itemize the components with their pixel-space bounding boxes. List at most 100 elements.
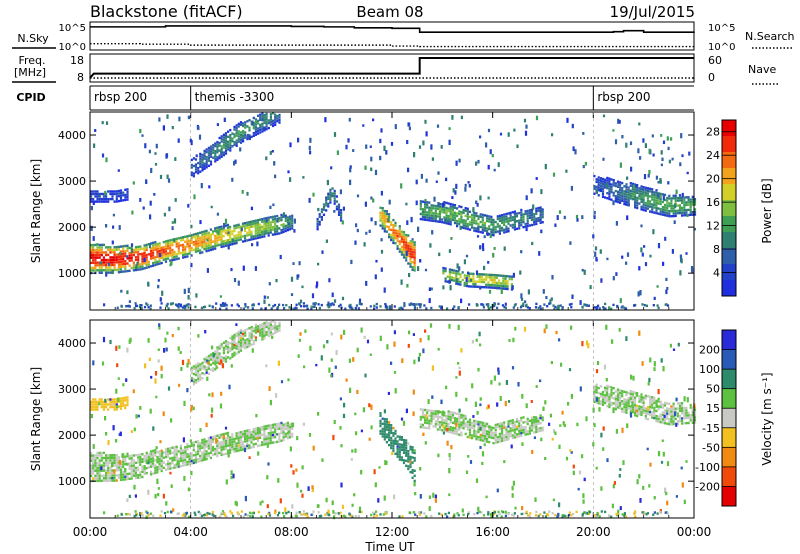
range-cell — [209, 446, 212, 449]
range-cell — [164, 257, 168, 261]
range-cell — [623, 192, 626, 196]
range-cell — [214, 150, 217, 153]
range-cell — [444, 280, 447, 283]
range-cell — [631, 393, 634, 396]
ground-cell — [354, 307, 357, 310]
scatter-cell — [463, 259, 466, 265]
range-cell — [483, 286, 486, 289]
range-cell — [333, 202, 336, 205]
range-cell — [501, 221, 504, 224]
range-cell — [177, 450, 180, 453]
range-cell — [385, 425, 388, 429]
range-cell — [405, 256, 408, 259]
range-cell — [113, 192, 116, 196]
range-cell — [503, 228, 506, 231]
scatter-cell — [177, 138, 180, 143]
colorbar-segment — [722, 232, 736, 249]
range-cell — [119, 473, 123, 476]
range-cell — [256, 226, 260, 229]
range-cell — [524, 210, 527, 213]
range-cell — [407, 249, 410, 252]
range-cell — [226, 434, 230, 437]
range-cell — [685, 208, 688, 212]
scatter-cell — [345, 144, 348, 150]
range-cell — [194, 363, 198, 367]
range-cell — [105, 266, 108, 269]
range-cell — [503, 213, 506, 216]
range-cell — [122, 399, 125, 402]
range-cell — [263, 118, 266, 122]
range-cell — [233, 447, 236, 451]
range-cell — [274, 220, 277, 223]
range-cell — [179, 239, 182, 242]
range-cell — [263, 116, 266, 119]
range-cell — [681, 214, 684, 217]
range-cell — [197, 374, 200, 378]
range-cell — [122, 245, 125, 248]
range-cell — [152, 457, 155, 460]
scatter-cell — [572, 146, 575, 152]
range-cell — [441, 423, 444, 427]
ground-cell — [282, 303, 285, 307]
range-cell — [235, 437, 238, 440]
range-cell — [218, 243, 221, 247]
range-cell — [394, 452, 397, 455]
range-cell — [407, 247, 410, 250]
range-cell — [124, 478, 127, 481]
range-cell — [449, 218, 452, 221]
range-cell — [197, 364, 200, 368]
range-cell — [390, 233, 393, 237]
range-cell — [130, 462, 133, 465]
ground-cell — [203, 305, 207, 308]
range-cell — [385, 217, 388, 221]
range-cell — [226, 441, 230, 445]
scatter-cell — [442, 202, 445, 208]
range-cell — [438, 416, 442, 419]
range-cell — [693, 421, 697, 424]
range-cell — [211, 230, 215, 233]
ground-cell — [593, 306, 596, 309]
range-cell — [282, 428, 285, 431]
range-cell — [254, 224, 257, 227]
ground-cell — [652, 304, 655, 307]
range-cell — [458, 210, 461, 213]
range-cell — [520, 432, 523, 435]
range-cell — [216, 444, 219, 448]
range-cell — [194, 373, 198, 377]
range-cell — [685, 411, 688, 415]
scatter-cell — [349, 165, 352, 169]
range-cell — [621, 181, 624, 185]
range-cell — [381, 222, 384, 225]
ground-cell — [339, 303, 342, 307]
range-cell — [407, 452, 410, 455]
range-cell — [505, 425, 508, 429]
range-cell — [109, 271, 112, 274]
range-cell — [453, 221, 457, 225]
range-cell — [681, 201, 684, 204]
range-cell — [530, 218, 534, 222]
scatter-cell — [387, 391, 390, 395]
range-cell — [214, 360, 217, 363]
range-cell — [98, 197, 101, 201]
range-cell — [237, 434, 240, 437]
range-cell — [468, 421, 472, 424]
range-cell — [436, 212, 439, 216]
range-cell — [683, 211, 686, 214]
range-cell — [456, 420, 459, 423]
range-cell — [203, 245, 206, 248]
range-cell — [209, 152, 213, 156]
range-cell — [502, 279, 505, 283]
range-cell — [468, 285, 471, 288]
range-cell — [203, 240, 206, 243]
range-cell — [394, 437, 397, 440]
range-cell — [261, 328, 264, 331]
range-cell — [487, 286, 490, 289]
noise-search-line — [90, 42, 694, 48]
scatter-cell — [131, 210, 134, 215]
range-cell — [612, 397, 615, 400]
scatter-cell — [159, 297, 162, 302]
range-cell — [515, 428, 519, 431]
scatter-cell — [600, 278, 603, 283]
range-cell — [526, 209, 529, 213]
range-cell — [668, 202, 671, 205]
